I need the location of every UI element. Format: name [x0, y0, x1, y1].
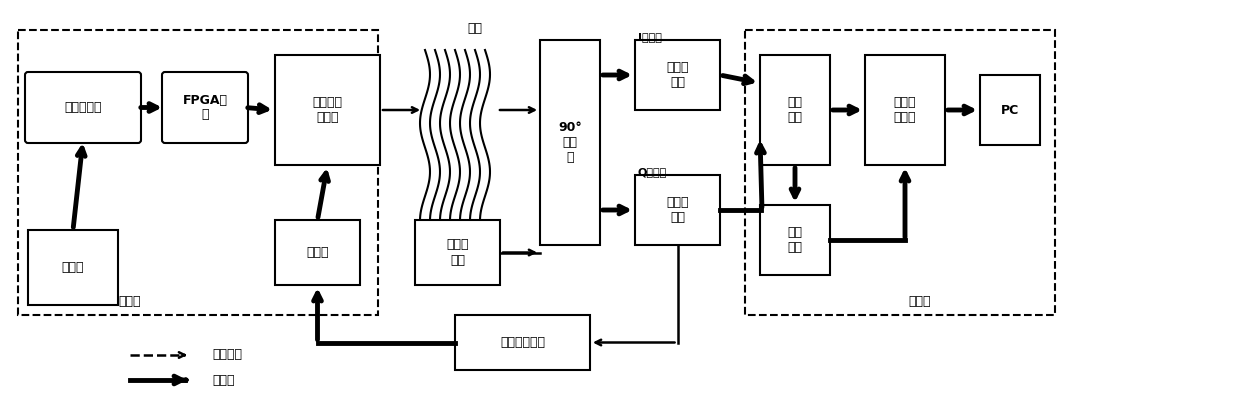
Text: 本振激
光器: 本振激 光器 [446, 238, 469, 267]
Text: PC: PC [1001, 103, 1019, 117]
Text: 解调端: 解调端 [909, 295, 931, 308]
Text: 平衡探
测器: 平衡探 测器 [666, 196, 688, 224]
Bar [19, 30, 378, 315]
Bar [980, 75, 1040, 145]
Text: 调制端: 调制端 [119, 295, 141, 308]
Text: Q路输出: Q路输出 [639, 167, 667, 177]
Text: 松尾环
锁相环: 松尾环 锁相环 [894, 96, 916, 124]
Text: 电信号: 电信号 [212, 373, 234, 387]
Bar [760, 55, 830, 165]
Text: 信道: 信道 [467, 22, 482, 35]
Bar [415, 220, 500, 285]
Bar [760, 205, 830, 275]
Bar [635, 175, 720, 245]
Bar [866, 55, 945, 165]
Text: 频率控制模块: 频率控制模块 [500, 336, 546, 349]
Text: 90°
混频
器: 90° 混频 器 [558, 121, 582, 164]
Bar [275, 220, 360, 285]
Text: 光电相位
调制器: 光电相位 调制器 [312, 96, 342, 124]
Bar [635, 40, 720, 110]
Bar [539, 40, 600, 245]
Text: 激光器: 激光器 [306, 246, 329, 259]
Bar [745, 30, 1055, 315]
FancyBboxPatch shape [25, 72, 141, 143]
Text: 频率
估计: 频率 估计 [787, 226, 802, 254]
Text: 激光信号: 激光信号 [212, 348, 242, 362]
Text: 平衡探
测器: 平衡探 测器 [666, 61, 688, 89]
Text: I路输出: I路输出 [639, 32, 662, 42]
Text: 模数
转换: 模数 转换 [787, 96, 802, 124]
Text: 摄像头: 摄像头 [62, 261, 84, 274]
Bar [455, 315, 590, 370]
Bar [29, 230, 118, 305]
FancyBboxPatch shape [162, 72, 248, 143]
Text: 视频编码器: 视频编码器 [64, 101, 102, 114]
Text: FPGA编
码: FPGA编 码 [182, 94, 227, 121]
Bar [275, 55, 379, 165]
